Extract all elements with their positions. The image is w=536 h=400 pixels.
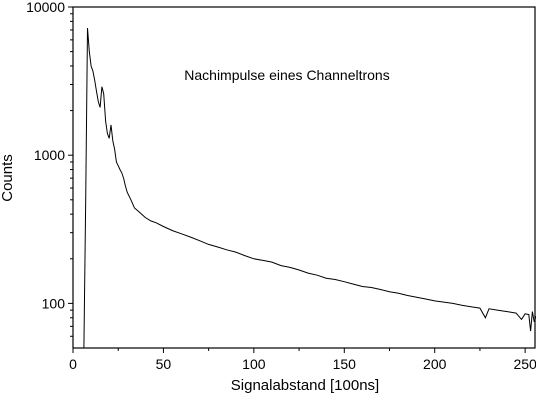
x-tick-label: 100 — [242, 356, 266, 372]
y-axis: 100 1000 10000 — [26, 0, 73, 337]
x-tick-label: 250 — [513, 356, 536, 372]
y-tick-label: 10000 — [26, 0, 65, 15]
data-series-line — [83, 28, 536, 349]
plot-area — [83, 28, 536, 349]
x-tick-label: 0 — [69, 356, 77, 372]
plot-frame — [72, 6, 536, 349]
x-tick-label: 150 — [333, 356, 357, 372]
y-tick-label: 1000 — [34, 147, 65, 163]
x-tick-label: 200 — [423, 356, 447, 372]
x-tick-label: 50 — [156, 356, 172, 372]
y-axis-title: Counts — [0, 154, 16, 202]
x-axis: 0 50 100 150 200 250 — [69, 348, 536, 372]
x-axis-title: Signalabstand [100ns] — [231, 377, 379, 394]
y-tick-label: 100 — [42, 295, 66, 311]
chart-annotation: Nachimpulse eines Channeltrons — [184, 67, 389, 83]
